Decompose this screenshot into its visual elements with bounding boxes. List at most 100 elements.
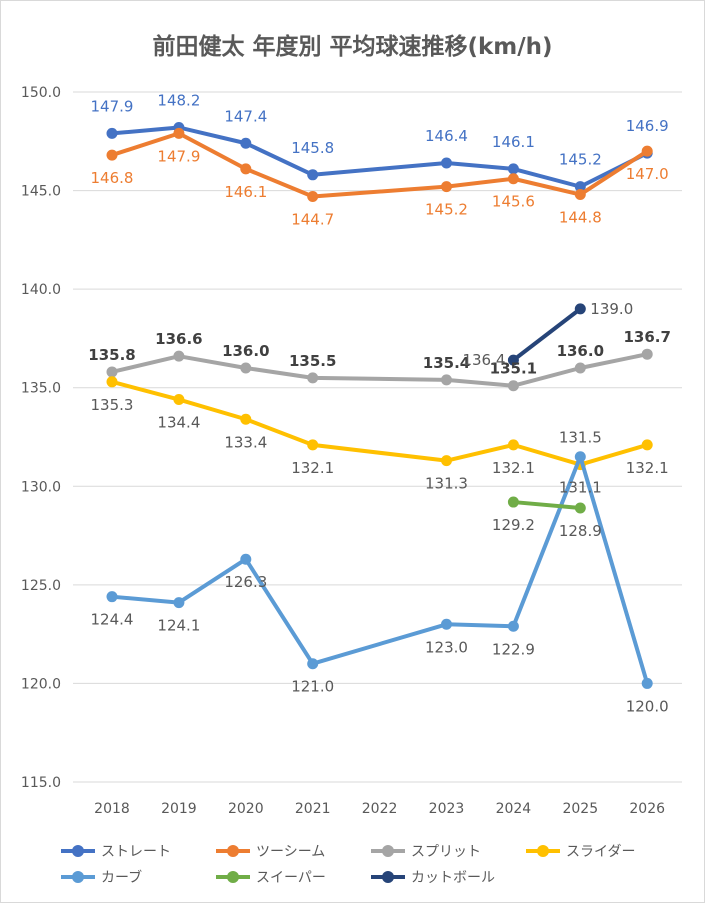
y-tick-label: 125.0 (21, 578, 61, 594)
legend-marker-icon (371, 845, 405, 857)
data-point (240, 553, 252, 565)
data-label: 147.9 (157, 147, 200, 165)
data-point (240, 413, 252, 425)
data-label: 131.5 (559, 429, 602, 447)
legend-item: スプリット (371, 841, 481, 861)
data-point (507, 173, 519, 185)
legend-item: スライダー (526, 841, 635, 861)
data-label: 132.1 (492, 459, 535, 477)
data-label: 123.0 (425, 638, 468, 656)
data-point (574, 303, 586, 315)
y-tick-label: 140.0 (21, 282, 61, 298)
data-point (240, 362, 252, 374)
data-point (240, 137, 252, 149)
data-point (507, 439, 519, 451)
data-label: 148.2 (157, 91, 200, 109)
data-label: 147.4 (224, 107, 267, 125)
data-point (507, 163, 519, 175)
y-tick-label: 135.0 (21, 381, 61, 397)
data-label: 146.1 (492, 133, 535, 151)
data-label: 132.1 (291, 459, 334, 477)
x-tick-label: 2024 (496, 801, 532, 817)
data-label: 133.4 (224, 433, 267, 451)
data-point (441, 181, 452, 193)
data-label: 135.1 (490, 360, 537, 378)
x-tick-label: 2022 (362, 801, 398, 817)
data-point (106, 376, 118, 388)
legend-label: スライダー (566, 844, 636, 860)
data-point (307, 372, 319, 384)
data-point (240, 163, 252, 175)
legend-marker-icon (216, 845, 250, 857)
data-point (507, 496, 519, 508)
legend-marker-icon (371, 871, 405, 883)
data-point (307, 439, 319, 451)
legend-label: カットボール (411, 870, 495, 886)
data-label: 136.0 (557, 342, 604, 360)
legend-label: ツーシーム (256, 844, 326, 860)
data-label: 135.5 (289, 352, 336, 370)
data-point (307, 658, 319, 670)
data-label: 146.4 (425, 127, 468, 145)
legend-marker-icon (216, 871, 250, 883)
data-point (574, 451, 586, 463)
data-point (641, 677, 653, 689)
x-tick-label: 2026 (629, 801, 665, 817)
data-point (173, 127, 185, 139)
legend-label: カーブ (101, 870, 143, 886)
legend-marker-icon (61, 871, 95, 883)
data-point (307, 169, 319, 181)
data-label: 124.4 (91, 611, 134, 629)
data-point (441, 157, 452, 169)
data-point (441, 455, 452, 467)
data-label: 135.3 (91, 396, 134, 414)
data-label: 145.2 (559, 151, 602, 169)
data-label: 128.9 (559, 522, 602, 540)
data-label: 147.0 (626, 165, 669, 183)
chart-title: 前田健太 年度別 平均球速推移(km/h) (152, 34, 553, 60)
series-line-ツーシーム (111, 131, 649, 199)
data-label: 146.1 (224, 183, 267, 201)
data-label: 135.4 (423, 354, 470, 372)
data-point (574, 502, 586, 514)
legend-item: ストレート (61, 841, 171, 861)
x-tick-label: 2025 (562, 801, 598, 817)
data-label: 136.6 (155, 330, 202, 348)
data-label: 131.1 (559, 479, 602, 497)
data-point (574, 362, 586, 374)
data-label: 129.2 (492, 516, 535, 534)
data-label: 139.0 (590, 300, 633, 318)
data-label: 136.0 (222, 342, 269, 360)
data-point (106, 591, 118, 603)
data-label: 146.9 (626, 117, 669, 135)
x-tick-label: 2019 (161, 801, 197, 817)
data-label: 121.0 (291, 678, 334, 696)
legend-marker-icon (526, 845, 560, 857)
data-point (173, 350, 185, 362)
data-label: 136.4 (462, 351, 505, 369)
data-label: 122.9 (492, 640, 535, 658)
series-line-カットボール (512, 307, 582, 362)
data-label: 146.8 (91, 169, 134, 187)
y-tick-label: 150.0 (21, 85, 61, 101)
series-line-スライダー (111, 379, 648, 467)
data-point (574, 189, 586, 201)
data-point (307, 190, 319, 202)
data-point (106, 366, 118, 378)
data-label: 131.3 (425, 475, 468, 493)
data-point (574, 181, 586, 193)
series-line-スプリット (111, 352, 648, 388)
data-label: 144.7 (291, 210, 334, 228)
data-label: 124.1 (157, 617, 200, 635)
y-tick-label: 145.0 (21, 184, 61, 200)
y-tick-label: 115.0 (21, 775, 61, 791)
legend-item: ツーシーム (216, 841, 325, 861)
data-label: 134.4 (157, 414, 200, 432)
data-point (441, 618, 452, 630)
data-point (173, 597, 185, 609)
data-point (641, 348, 653, 360)
data-point (507, 354, 519, 366)
data-point (641, 145, 653, 157)
series-line-カーブ (111, 454, 650, 684)
